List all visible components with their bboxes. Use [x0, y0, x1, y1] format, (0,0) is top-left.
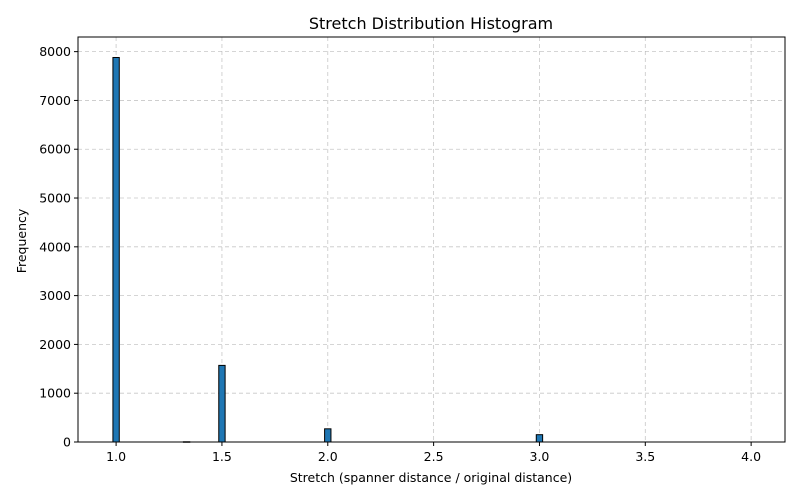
y-tick-label: 5000 [39, 191, 71, 206]
x-tick-label: 1.5 [212, 449, 232, 464]
x-tick-label: 4.0 [741, 449, 761, 464]
chart-title: Stretch Distribution Histogram [309, 14, 553, 33]
y-tick-label: 0 [63, 435, 71, 450]
y-tick-label: 1000 [39, 386, 71, 401]
x-tick-label: 3.5 [635, 449, 655, 464]
plot-frame [77, 36, 786, 443]
y-axis-ticks: 0 1000 2000 3000 4000 5000 6000 7000 8000 [39, 44, 78, 450]
y-tick-label: 2000 [39, 337, 71, 352]
x-axis-label: Stretch (spanner distance / original dis… [290, 470, 572, 485]
histogram-bar [324, 428, 332, 443]
y-tick-label: 8000 [39, 44, 71, 59]
histogram-bar [218, 364, 226, 443]
histogram-bar [112, 56, 120, 443]
x-tick-label: 1.0 [106, 449, 126, 464]
x-axis-ticks: 1.0 1.5 2.0 2.5 3.0 3.5 4.0 [106, 442, 761, 464]
y-axis-label: Frequency [14, 208, 29, 273]
x-tick-label: 3.0 [530, 449, 550, 464]
y-tick-label: 7000 [39, 93, 71, 108]
x-tick-label: 2.0 [318, 449, 338, 464]
y-tick-label: 3000 [39, 288, 71, 303]
histogram-bar [535, 434, 544, 443]
grid [78, 37, 785, 443]
y-tick-label: 6000 [39, 142, 71, 157]
y-tick-label: 4000 [39, 239, 71, 254]
x-tick-label: 2.5 [424, 449, 444, 464]
